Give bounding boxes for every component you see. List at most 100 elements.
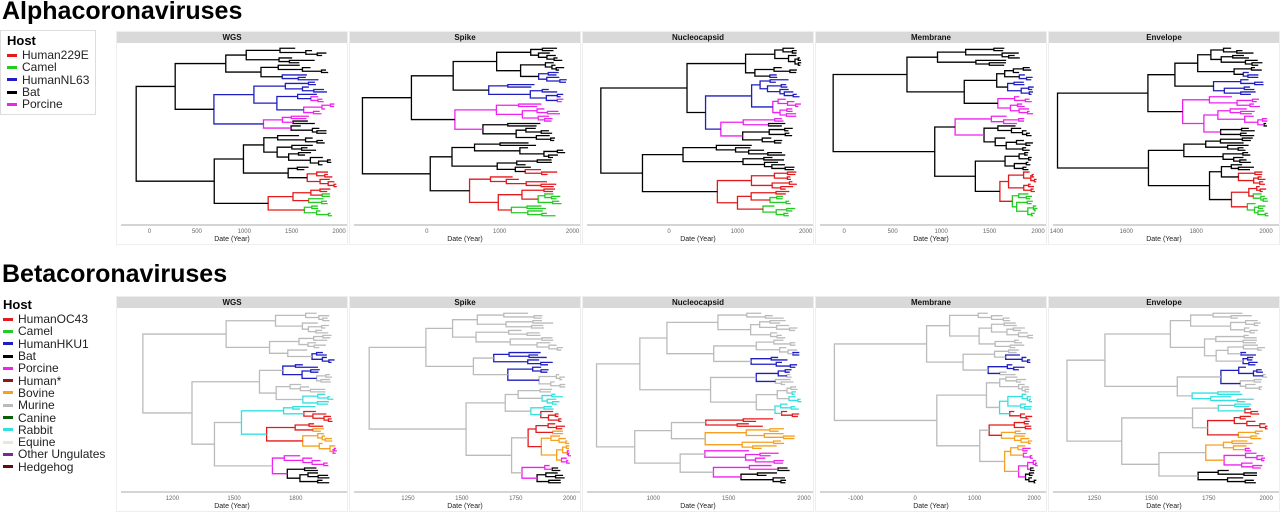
tree-branch	[1231, 440, 1253, 445]
tree-branch	[333, 447, 337, 452]
tree-branch	[558, 437, 566, 443]
tree-branch	[791, 391, 796, 395]
tree-branch	[321, 104, 331, 110]
tree-branch	[309, 388, 326, 393]
tree-branch	[744, 453, 761, 461]
x-tick-label: 0	[667, 229, 671, 235]
tree-branch	[769, 74, 778, 79]
tree-branch	[1004, 70, 1020, 78]
tree-branch	[317, 479, 330, 484]
tree-branch	[736, 423, 763, 427]
host-legend: Host HumanOC43 Camel HumanHKU1 Bat Porcine Hum…	[0, 297, 105, 473]
tree-branch	[975, 59, 1007, 65]
tree-branch	[328, 359, 335, 364]
panel-title: WGS	[117, 297, 347, 308]
tree-branch	[1230, 315, 1252, 319]
tree-branch	[776, 334, 786, 339]
tree-branch	[1233, 68, 1252, 75]
tree-branch	[790, 405, 799, 410]
x-tick-label: 1500	[455, 496, 469, 502]
tree-branch	[709, 376, 757, 403]
x-tick-label: 2000	[1027, 496, 1041, 502]
tree-branch	[1248, 361, 1258, 366]
tree-branch	[1016, 201, 1028, 212]
tree-branch	[746, 312, 766, 318]
x-axis-label: Date (Year)	[447, 236, 483, 243]
tree-branch	[1013, 81, 1025, 86]
tree-branch	[287, 349, 313, 358]
tree-branch	[1254, 171, 1263, 176]
x-tick-label: 1400	[1049, 229, 1064, 235]
panel-title: Nucleocapsid	[583, 32, 813, 43]
tree-branch	[540, 361, 553, 366]
tree-branch	[704, 432, 747, 446]
tree-branch	[327, 181, 335, 187]
tree-branch	[682, 146, 744, 163]
tree-branch	[283, 455, 303, 461]
tree-branch	[634, 429, 681, 464]
tree-branch	[780, 479, 787, 484]
tree-branch	[1034, 462, 1038, 467]
tree-branch	[977, 312, 992, 319]
tree-branch	[1033, 479, 1037, 484]
tree-branch	[317, 474, 330, 479]
tree-branch	[288, 59, 315, 64]
tree-branch	[550, 195, 561, 200]
tree-branch	[213, 421, 273, 467]
tree-branch	[1174, 62, 1214, 87]
legend-item: Other Ungulates	[0, 448, 105, 460]
tree-branch	[286, 468, 305, 479]
tree-branch	[1262, 198, 1268, 202]
tree-branch	[519, 147, 544, 155]
tree-branch	[736, 195, 763, 210]
tree-branch	[327, 418, 333, 422]
tree-branch	[530, 48, 543, 56]
tree-branch	[1019, 403, 1027, 409]
tree-branch	[1007, 174, 1024, 189]
tree-branch	[771, 182, 790, 189]
tree-branch	[1181, 99, 1210, 125]
tree-panel-spike: Spike 0 1000 2000 Date (Year)	[349, 31, 581, 245]
x-tick-label: -1000	[847, 496, 864, 502]
tree-branch	[313, 344, 326, 349]
tree-branch	[1009, 410, 1021, 417]
tree-branch	[1017, 383, 1025, 390]
tree-branch	[769, 196, 787, 204]
tree-branch	[1264, 425, 1268, 430]
tree-branch	[292, 405, 316, 410]
tree-branch	[1024, 388, 1030, 393]
tree-branch	[1239, 159, 1251, 164]
legend-swatch	[3, 391, 13, 395]
legend-item: HumanHKU1	[0, 338, 105, 350]
tree-branch	[489, 176, 513, 183]
tree-branch	[493, 353, 528, 363]
tree-branch	[1230, 191, 1249, 208]
tree-branch	[1004, 354, 1023, 360]
legend-swatch	[3, 403, 13, 407]
tree-branch	[1029, 455, 1033, 459]
tree-branch	[797, 62, 802, 66]
tree-branch	[1259, 188, 1267, 193]
tree-branch	[1226, 477, 1246, 483]
tree-branch	[786, 171, 797, 176]
tree-branch	[525, 127, 542, 133]
tree-branch	[301, 66, 322, 72]
x-tick-label: 1000	[237, 229, 251, 235]
tree-branch	[936, 394, 987, 447]
x-tick-label: 1750	[1202, 496, 1216, 502]
tree-branch	[1034, 207, 1038, 212]
tree-branch	[993, 350, 1009, 358]
tree-branch	[776, 195, 784, 200]
tree-branch	[1028, 398, 1033, 403]
legend-label: Porcine	[22, 97, 63, 112]
tree-branch	[1024, 98, 1032, 103]
tree-branch	[756, 472, 777, 477]
tree-branch	[533, 315, 543, 319]
tree-branch	[504, 393, 531, 412]
tree-branch	[540, 369, 549, 373]
tree-branch	[548, 154, 558, 159]
tree-branch	[1256, 185, 1261, 191]
tree-branch	[1013, 421, 1026, 429]
tree-branch	[717, 314, 751, 331]
tree-branch	[507, 122, 541, 127]
